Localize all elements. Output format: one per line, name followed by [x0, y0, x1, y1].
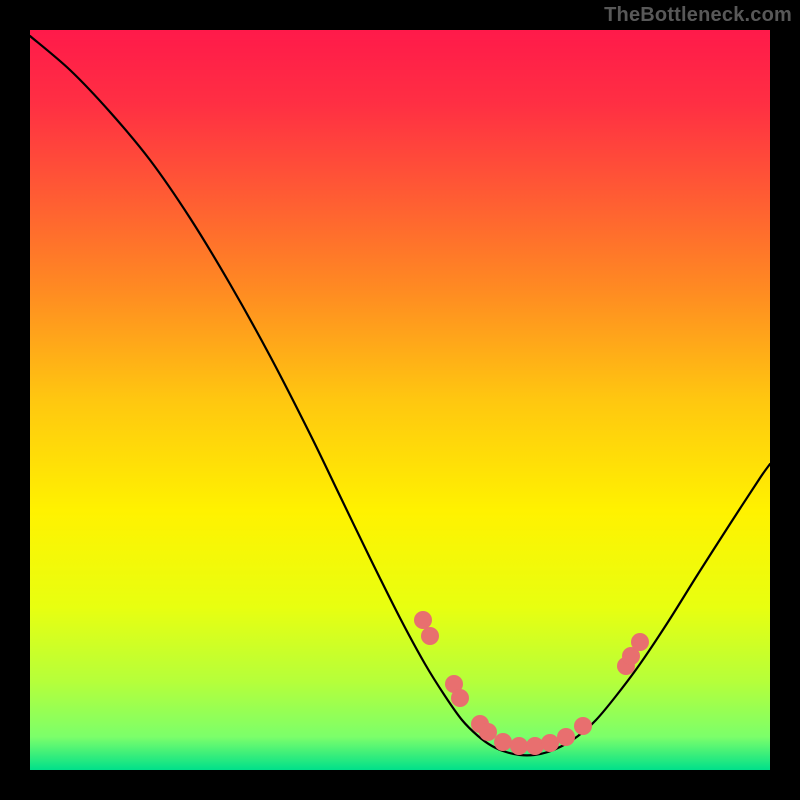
curve-marker [510, 737, 528, 755]
curve-marker [574, 717, 592, 735]
curve-marker [494, 733, 512, 751]
curve-marker [541, 734, 559, 752]
bottleneck-curve [30, 30, 770, 770]
attribution-label: TheBottleneck.com [604, 4, 792, 27]
curve-marker [526, 737, 544, 755]
curve-marker [631, 633, 649, 651]
curve-marker [421, 627, 439, 645]
curve-marker [414, 611, 432, 629]
curve-marker [557, 728, 575, 746]
outer-frame: TheBottleneck.com [0, 0, 800, 800]
plot-area [30, 30, 770, 770]
curve-marker [479, 723, 497, 741]
curve-marker [451, 689, 469, 707]
